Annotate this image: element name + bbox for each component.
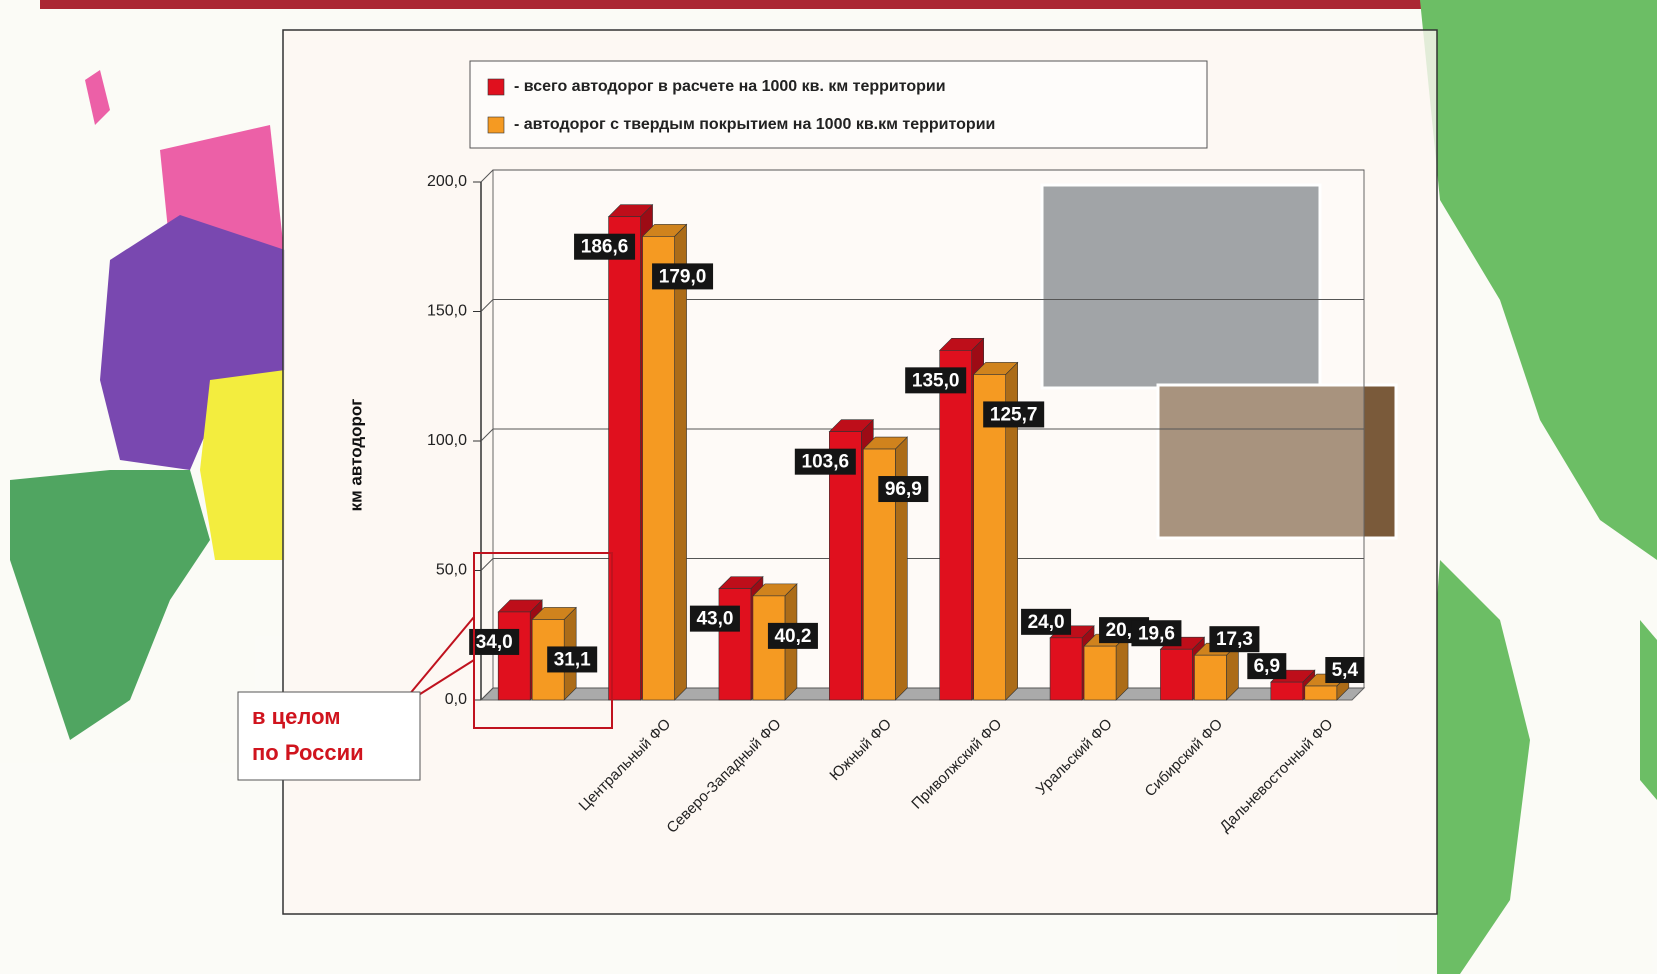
y-tick-label: 100,0 xyxy=(427,432,467,449)
bar-front xyxy=(1084,646,1116,700)
bar-front xyxy=(643,236,675,700)
bar-front xyxy=(1160,649,1192,700)
legend-box xyxy=(470,61,1207,148)
bar-side xyxy=(675,224,687,700)
bar xyxy=(643,224,687,700)
bar-front xyxy=(719,589,751,700)
bar xyxy=(1084,634,1128,700)
map-region xyxy=(200,370,285,560)
legend-label: - автодорог с твердым покрытием на 1000 … xyxy=(514,116,995,133)
value-label: 103,6 xyxy=(802,452,850,473)
value-label: 34,0 xyxy=(476,632,513,653)
bar-front xyxy=(1050,638,1082,700)
bar-front xyxy=(940,350,972,700)
bar-front xyxy=(1305,686,1337,700)
value-label: 40,2 xyxy=(774,626,811,647)
value-label: 5,4 xyxy=(1332,660,1359,681)
value-label: 179,0 xyxy=(659,266,707,287)
annotation-line: в целом xyxy=(252,704,341,729)
value-label: 186,6 xyxy=(581,237,629,258)
top-band xyxy=(40,0,1657,9)
map-region xyxy=(1640,620,1657,800)
value-label: 135,0 xyxy=(912,370,960,391)
bar-front xyxy=(1271,682,1303,700)
value-label: 6,9 xyxy=(1254,656,1280,677)
y-tick-label: 0,0 xyxy=(445,691,467,708)
legend-marker xyxy=(488,79,504,95)
y-axis-label: км автодорог xyxy=(346,399,365,512)
bar-front xyxy=(498,612,530,700)
y-tick-label: 150,0 xyxy=(427,303,467,320)
y-tick-label: 50,0 xyxy=(436,562,467,579)
bar-front xyxy=(609,217,641,700)
bar-front xyxy=(1194,655,1226,700)
legend-marker xyxy=(488,117,504,133)
annotation-line: по России xyxy=(252,740,364,765)
value-label: 31,1 xyxy=(554,649,591,670)
legend-label: - всего автодорог в расчете на 1000 кв. … xyxy=(514,78,946,95)
slide: 0,0 50,0 100,0 150,0 200,0 - всего автодорог … xyxy=(0,0,1657,974)
value-label: 125,7 xyxy=(990,404,1038,425)
value-label: 96,9 xyxy=(885,479,922,500)
y-tick-label: 200,0 xyxy=(427,173,467,190)
value-label: 17,3 xyxy=(1216,629,1253,650)
value-label: 19,6 xyxy=(1138,623,1175,644)
value-label: 24,0 xyxy=(1028,612,1065,633)
value-label: 43,0 xyxy=(696,609,733,630)
